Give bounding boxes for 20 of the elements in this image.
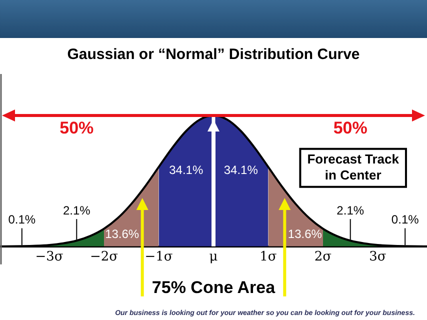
x-tick-label: −3σ [35,250,64,265]
x-tick-label: μ [209,250,218,265]
annotation: 0.1% [8,212,36,227]
text: 75% Cone Area [152,278,276,298]
x-tick-label: 1σ [260,250,277,265]
annotation: 13.6% [105,226,140,241]
annotation: 13.6% [288,226,322,241]
annotation: 0.1% [391,212,420,227]
annotation: 50% [333,118,368,138]
x-tick-label: −2σ [90,250,118,265]
annotation: 2.1% [336,203,364,218]
annotation: 50% [60,118,94,138]
annotation: Forecast Track in Center [307,151,400,182]
chart-title: Gaussian or “Normal” Distribution Curve [67,46,360,64]
annotation: 34.1% [169,162,204,177]
x-tick-label: −1σ [144,250,173,265]
x-tick-label: 2σ [314,250,332,265]
annotation: 2.1% [62,203,91,218]
x-tick-label: 3σ [369,250,386,265]
annotation: 34.1% [224,162,258,177]
